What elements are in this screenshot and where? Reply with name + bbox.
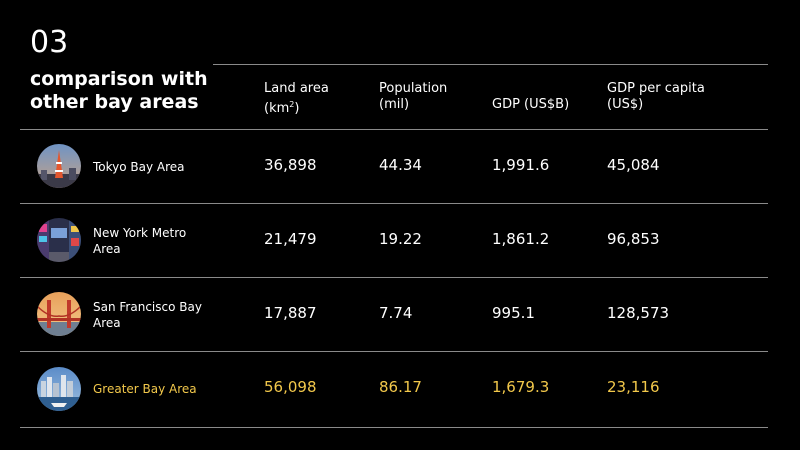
column-header-land-area: Land area (km2): [264, 81, 329, 117]
row-divider: [20, 277, 768, 278]
gdp-value: 1,679.3: [492, 378, 550, 396]
row-divider: [20, 351, 768, 352]
table-row: San Francisco Bay Area 17,887 7.74 995.1…: [0, 277, 800, 351]
section-title: comparison with other bay areas: [30, 68, 208, 113]
land-area-value: 17,887: [264, 304, 317, 322]
gdp-value: 1,861.2: [492, 230, 550, 248]
gdp-per-capita-unit: (US$): [607, 97, 644, 112]
row-divider: [20, 203, 768, 204]
gdp-per-capita-value: 128,573: [607, 304, 670, 322]
table-row: Tokyo Bay Area 36,898 44.34 1,991.6 45,0…: [0, 129, 800, 203]
population-unit: (mil): [379, 97, 410, 112]
population-value: 44.34: [379, 156, 422, 174]
land-area-unit-close: ): [294, 101, 300, 116]
row-divider: [20, 129, 768, 130]
tokyo-tower-photo: [37, 144, 81, 188]
gdp-per-capita-label: GDP per capita: [607, 81, 705, 96]
section-number: 03: [30, 25, 69, 60]
region-name: San Francisco Bay Area: [93, 300, 202, 330]
land-area-unit-open: (km: [264, 101, 290, 116]
hong-kong-harbour-photo: [37, 367, 81, 411]
population-label: Population: [379, 81, 448, 96]
golden-gate-bridge-photo: [37, 292, 81, 336]
population-value: 86.17: [379, 378, 422, 396]
table-row: New York Metro Area 21,479 19.22 1,861.2…: [0, 203, 800, 277]
gdp-value: 1,991.6: [492, 156, 550, 174]
times-square-photo: [37, 218, 81, 262]
gdp-per-capita-value: 23,116: [607, 378, 660, 396]
row-divider: [20, 427, 768, 428]
land-area-value: 36,898: [264, 156, 317, 174]
column-header-gdp-per-capita: GDP per capita (US$): [607, 81, 705, 113]
population-value: 19.22: [379, 230, 422, 248]
land-area-unit: (km2): [264, 97, 329, 117]
land-area-label: Land area: [264, 81, 329, 96]
table-row: Greater Bay Area 56,098 86.17 1,679.3 23…: [0, 351, 800, 425]
population-value: 7.74: [379, 304, 413, 322]
land-area-value: 21,479: [264, 230, 317, 248]
column-header-gdp: GDP (US$B): [492, 97, 570, 112]
column-header-population: Population (mil): [379, 81, 447, 113]
gdp-per-capita-value: 45,084: [607, 156, 660, 174]
land-area-unit-superscript: 2: [289, 100, 295, 109]
land-area-value: 56,098: [264, 378, 317, 396]
region-name: Greater Bay Area: [93, 382, 197, 396]
header-divider: [213, 64, 768, 65]
region-name: Tokyo Bay Area: [93, 160, 185, 174]
gdp-per-capita-value: 96,853: [607, 230, 660, 248]
region-name: New York Metro Area: [93, 226, 187, 256]
gdp-value: 995.1: [492, 304, 535, 322]
